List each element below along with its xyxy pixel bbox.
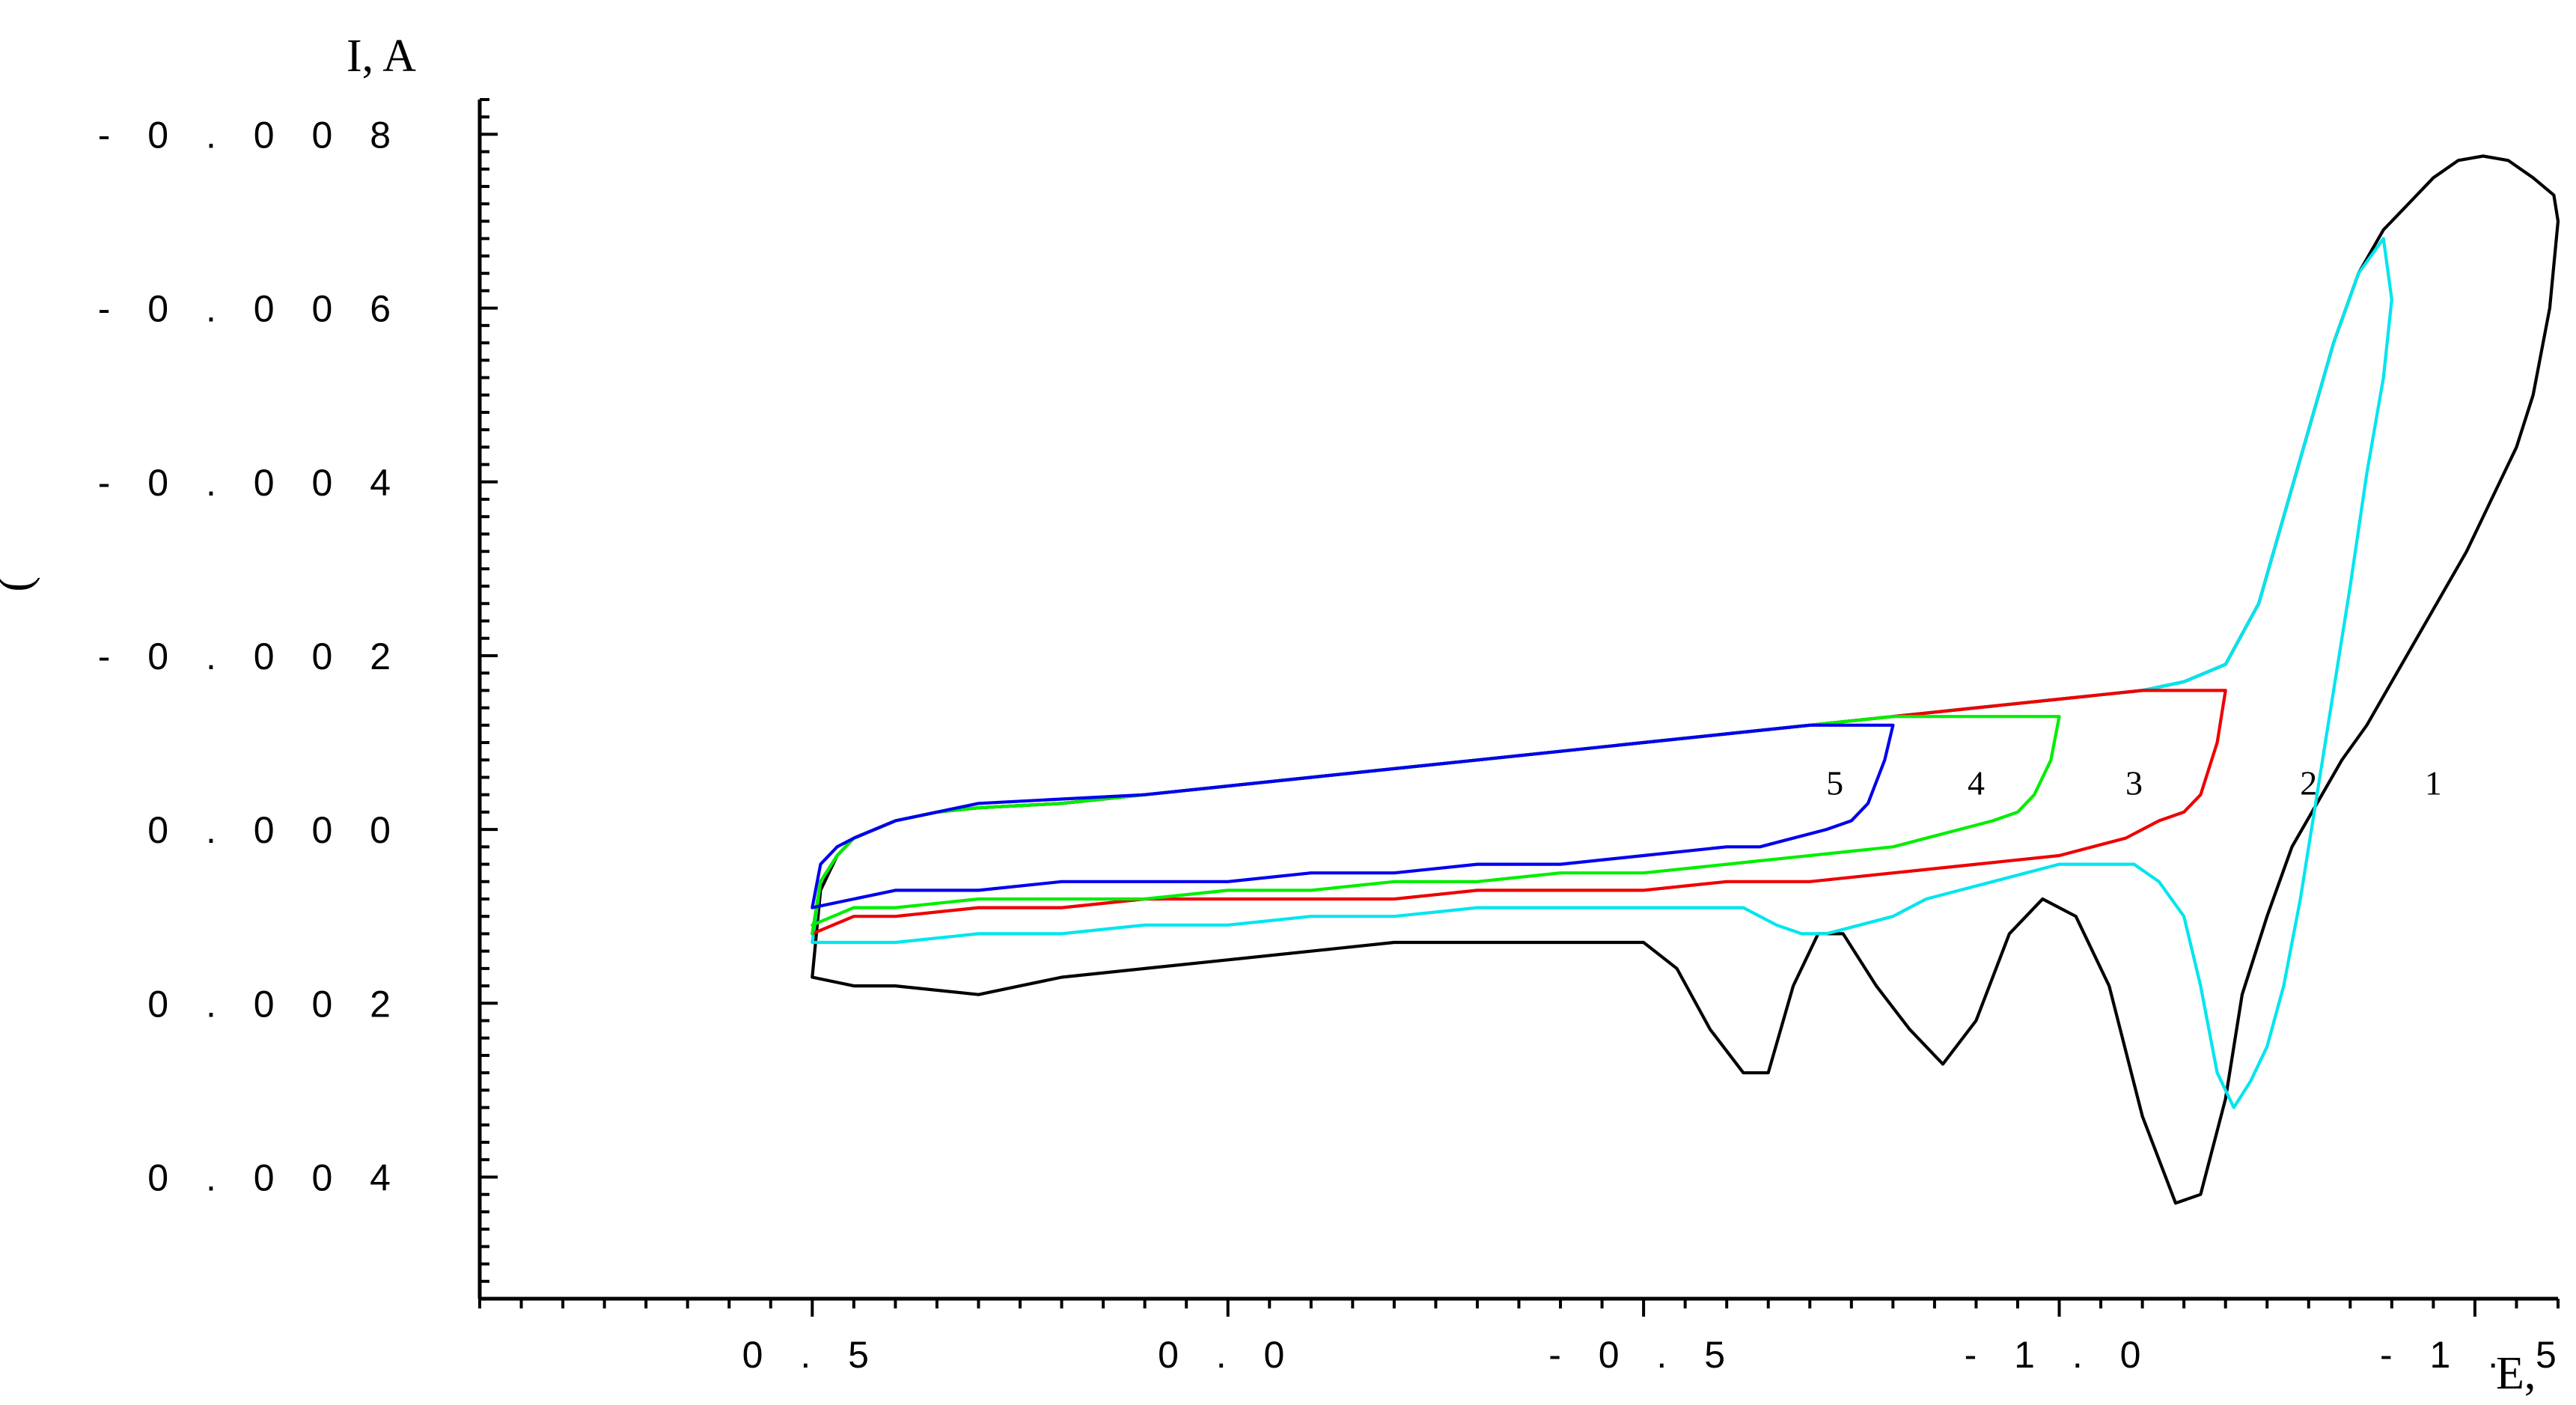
y-tick-label: - 0 . 0 0 8 <box>98 114 404 156</box>
y-tick-label: 0 . 0 0 2 <box>147 983 404 1025</box>
series-1-label: 1 <box>2425 764 2442 802</box>
x-tick-label: - 0 . 5 <box>1548 1334 1739 1376</box>
x-tick-label: 0 . 0 <box>1158 1334 1298 1376</box>
y-tick-label: 0 . 0 0 0 <box>147 809 404 851</box>
series-4-label: 4 <box>1968 764 1985 802</box>
x-ticks: 0 . 5 0 . 0 - 0 . 5 - 1 . 0 - 1 . 5 <box>478 1299 2570 1376</box>
x-tick-label: - 1 . 5 <box>2380 1334 2570 1376</box>
series-2-label: 2 <box>2300 764 2317 802</box>
x-tick-label: 0 . 5 <box>742 1334 882 1376</box>
y-axis-title: I, A <box>347 31 416 82</box>
y-tick-label: 0 . 0 0 4 <box>147 1156 404 1198</box>
series-3-label: 3 <box>2125 764 2143 802</box>
y-tick-label: - 0 . 0 0 4 <box>98 462 404 504</box>
x-tick-label: - 1 . 0 <box>1965 1334 2155 1376</box>
series-1-curve <box>811 154 2560 1205</box>
axes-layer: 0 . 5 0 . 0 - 0 . 5 - 1 . 0 - 1 . 5 - 0 . 0 … <box>98 98 2570 1376</box>
y-tick-label: - 0 . 0 0 2 <box>98 636 404 677</box>
series-2-curve <box>811 237 2393 1109</box>
series-5-curve <box>811 723 1895 909</box>
curves-layer: 1 2 3 4 5 <box>811 154 2560 1205</box>
labels-layer: I, A E, ) <box>0 31 2536 1399</box>
series-5-label: 5 <box>1826 764 1843 802</box>
y-tick-label: - 0 . 0 0 6 <box>98 288 404 330</box>
x-axis-title: E, <box>2496 1348 2536 1399</box>
y-ticks: - 0 . 0 0 8 - 0 . 0 0 6 - 0 . 0 0 4 - 0 . 0… <box>98 98 498 1300</box>
y-axis-side-label: ) <box>0 576 48 592</box>
series-4-curve <box>811 715 2061 936</box>
